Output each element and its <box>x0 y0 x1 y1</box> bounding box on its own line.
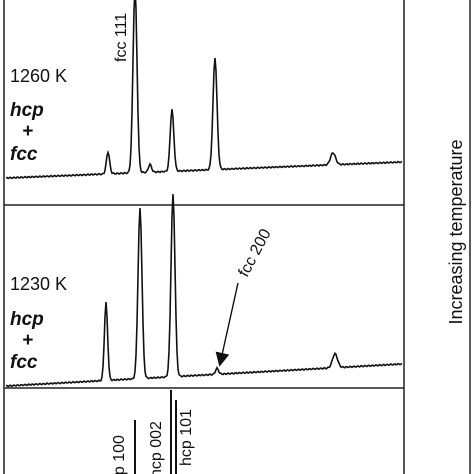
phase-label: + <box>22 330 33 351</box>
arrow <box>215 282 239 367</box>
temperature-label: 1230 K <box>10 274 67 294</box>
side-label: Increasing temperature <box>446 139 466 324</box>
phase-label: fcc <box>10 352 38 373</box>
phase-label: fcc <box>10 144 38 165</box>
phase-label: hcp <box>10 309 44 330</box>
pattern-1260k <box>6 0 403 180</box>
reference-label: hcp 100 <box>111 435 128 474</box>
reference-label: hcp 002 <box>148 421 165 474</box>
phase-label: hcp <box>10 100 44 121</box>
temperature-label: 1260 K <box>10 66 67 86</box>
reference-label: hcp 101 <box>178 409 195 466</box>
phase-label: + <box>22 121 33 142</box>
pattern-1230k <box>6 194 403 388</box>
peak-label: fcc 111 <box>113 13 130 62</box>
peak-label: fcc 200 <box>236 226 275 280</box>
